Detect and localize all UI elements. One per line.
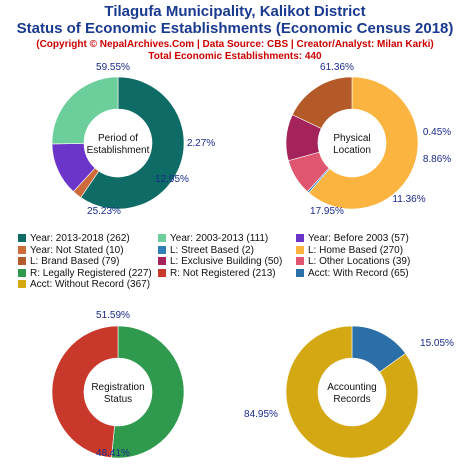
- legend-label: R: Legally Registered (227): [30, 267, 152, 279]
- legend-item: L: Street Based (2): [158, 245, 254, 256]
- slice-percent-label: 11.36%: [392, 194, 425, 205]
- legend-label: Year: 2003-2013 (111): [170, 233, 269, 244]
- center-label: Period of: [98, 133, 138, 144]
- slice-percent-label: 12.95%: [155, 174, 189, 185]
- legend-label: Year: Not Stated (10): [30, 244, 124, 256]
- legend-swatch: [18, 257, 26, 265]
- legend-item: Year: 2003-2013 (111): [158, 233, 268, 244]
- legend-swatch: [296, 245, 304, 254]
- slice-percent-label: 61.36%: [320, 62, 354, 73]
- slice-percent-label: 48.41%: [96, 448, 130, 459]
- legend-label: Year: 2013-2018 (262): [30, 233, 130, 244]
- slice-percent-label: 17.95%: [310, 206, 344, 217]
- legend-label: Year: Before 2003 (57): [308, 233, 409, 244]
- legend-label: L: Exclusive Building (50): [170, 256, 283, 267]
- center-label: Registration: [91, 382, 144, 393]
- slice-percent-label: 15.05%: [420, 338, 454, 349]
- legend-label: L: Other Locations (39): [308, 256, 411, 267]
- slice-percent-label: 8.86%: [423, 154, 451, 165]
- slice-percent-label: 51.59%: [96, 310, 130, 321]
- legend-swatch: [18, 234, 26, 242]
- slice-percent-label: 2.27%: [187, 138, 215, 149]
- chart-title: Tilagufa Municipality, Kalikot District: [104, 3, 366, 20]
- legend-swatch: [296, 268, 304, 277]
- legend-swatch: [18, 245, 26, 254]
- pie-slice: [291, 76, 353, 129]
- legend-swatch: [158, 245, 166, 254]
- center-label: Establishment: [87, 145, 150, 156]
- pie-slice: [80, 76, 185, 210]
- legend-item: Year: Not Stated (10): [18, 245, 124, 256]
- legend-label: L: Brand Based (79): [30, 256, 120, 267]
- legend-item: R: Legally Registered (227): [18, 268, 152, 279]
- donut-chart-1: 59.55% 2.27% 12.95% 25.23% Period ofEstablis…: [51, 62, 215, 217]
- legend-item: L: Brand Based (79): [18, 256, 120, 267]
- legend-swatch: [158, 234, 166, 242]
- legend-item: Acct: Without Record (367): [18, 279, 150, 290]
- legend-label: R: Not Registered (213): [170, 267, 276, 279]
- legend-item: Year: 2013-2018 (262): [18, 233, 130, 244]
- slice-percent-label: 59.55%: [96, 62, 130, 73]
- legend-swatch: [158, 257, 166, 265]
- legend-item: R: Not Registered (213): [158, 268, 276, 279]
- chart-subtitle: Status of Economic Establishments (Econo…: [16, 20, 454, 37]
- slice-percent-label: 84.95%: [244, 409, 278, 420]
- legend-label: Acct: Without Record (367): [30, 279, 151, 290]
- center-label: Records: [333, 394, 370, 405]
- donut-chart-2: 61.36% 0.45% 8.86% 11.36% 17.95% PhysicalLoca…: [285, 62, 451, 217]
- legend-item: L: Exclusive Building (50): [158, 256, 282, 267]
- total-establishments: Total Economic Establishments: 440: [148, 51, 322, 62]
- copyright-credit: (Copyright © NepalArchives.Com | Data So…: [36, 39, 434, 50]
- legend-swatch: [158, 268, 166, 277]
- legend-label: Acct: With Record (65): [308, 267, 409, 279]
- pie-slice: [308, 76, 419, 210]
- slice-percent-label: 0.45%: [423, 127, 451, 138]
- legend-swatch: [296, 234, 304, 242]
- legend-swatch: [18, 268, 26, 277]
- legend-swatch: [296, 257, 304, 265]
- legend-item: Year: Before 2003 (57): [296, 233, 409, 244]
- center-label: Status: [104, 394, 132, 405]
- center-label: Location: [333, 145, 371, 156]
- pie-slice: [111, 325, 185, 459]
- center-label: Accounting: [327, 382, 376, 393]
- pie-slice: [285, 325, 419, 459]
- legend-item: Acct: With Record (65): [296, 268, 409, 279]
- legend-label: L: Street Based (2): [170, 244, 254, 256]
- legend-label: L: Home Based (270): [308, 244, 404, 256]
- legend-item: L: Other Locations (39): [296, 256, 410, 267]
- pie-slice: [51, 76, 119, 145]
- legend-swatch: [18, 280, 26, 288]
- pie-slice: [51, 325, 119, 458]
- legend-item: L: Home Based (270): [296, 245, 403, 256]
- center-label: Physical: [333, 133, 370, 144]
- slice-percent-label: 25.23%: [87, 206, 121, 217]
